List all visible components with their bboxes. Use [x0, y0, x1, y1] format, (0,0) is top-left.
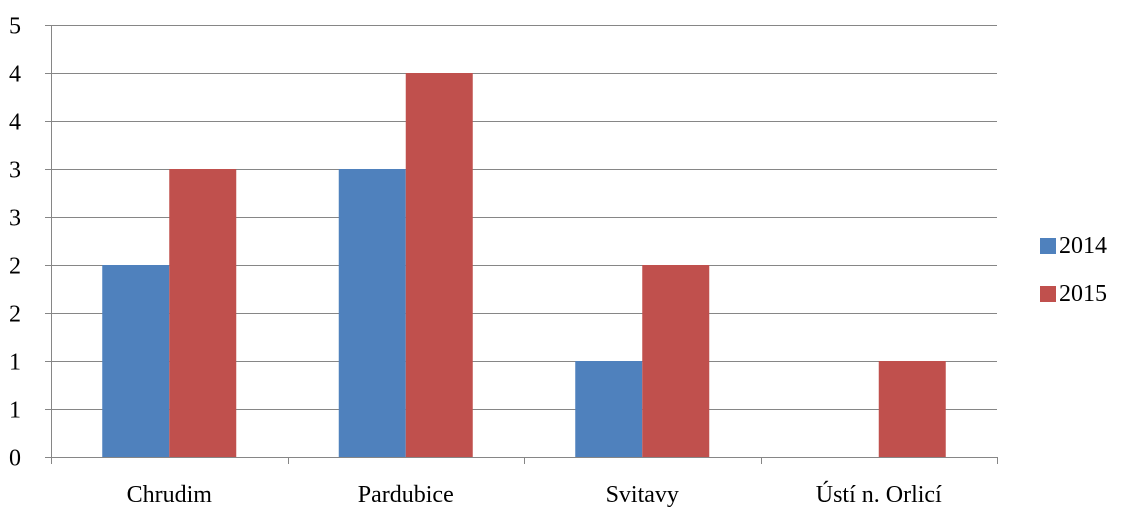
- legend-label-2015: 2015: [1059, 280, 1107, 307]
- x-tick-label: Ústí n. Orlicí: [816, 481, 942, 507]
- bar-2015-pardubice: [405, 73, 473, 457]
- bar-2015-svitavy: [642, 265, 710, 457]
- legend-swatch-2014: [1040, 238, 1056, 254]
- bar-2015-chrudim: [169, 169, 237, 457]
- legend-swatch-2015: [1040, 286, 1056, 302]
- y-tick-label: 4: [9, 62, 21, 88]
- x-tick-label: Chrudim: [127, 482, 213, 507]
- bar-2015--st-n-orlic-: [878, 361, 946, 457]
- legend: 2014 2015: [1040, 222, 1107, 318]
- bar-2014-chrudim: [102, 265, 170, 457]
- x-tick-label: Svitavy: [606, 482, 679, 507]
- bars: [102, 73, 946, 457]
- legend-label-2014: 2014: [1059, 232, 1107, 259]
- legend-item-2014: 2014: [1040, 222, 1107, 270]
- y-tick-label: 3: [9, 158, 21, 184]
- x-tick-label: Pardubice: [358, 482, 454, 507]
- y-tick-label: 5: [9, 14, 21, 40]
- x-tick-labels: Chrudim Pardubice Svitavy Ústí n. Orlicí: [127, 481, 942, 507]
- y-tick-label: 4: [9, 110, 21, 136]
- axes: [45, 25, 998, 464]
- y-tick-label: 2: [9, 254, 21, 280]
- y-tick-label: 3: [9, 206, 21, 232]
- bar-2014-svitavy: [575, 361, 643, 457]
- y-tick-label: 1: [9, 398, 21, 424]
- bar-2014-pardubice: [338, 169, 406, 457]
- y-tick-labels: 0 1 1 2 2 3 3 4 4 5: [9, 14, 21, 472]
- legend-item-2015: 2015: [1040, 270, 1107, 318]
- y-tick-label: 1: [9, 350, 21, 376]
- y-tick-label: 2: [9, 302, 21, 328]
- y-tick-label: 0: [9, 446, 21, 472]
